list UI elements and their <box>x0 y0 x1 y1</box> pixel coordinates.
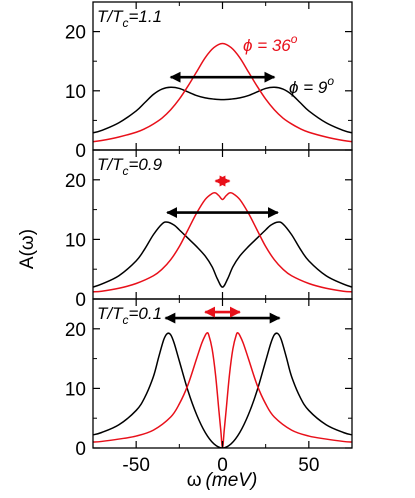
panels: 0 10 20 T/Tc=1.1 0 10 20 T/Tc=0.9 0 10 20 -50 0 50 T/T… <box>65 1 353 476</box>
y-tick-label: 10 <box>65 230 86 251</box>
y-axis-title: A(ω) <box>17 229 38 269</box>
x-axis-title: ω (meV) <box>187 470 258 491</box>
series-line-phi9 <box>93 221 352 288</box>
series-line-phi9 <box>93 86 352 134</box>
series-line-phi9 <box>93 332 352 448</box>
panel-3: 0 10 20 -50 0 50 T/Tc=0.1 <box>65 298 353 476</box>
panel-1: 0 10 20 T/Tc=1.1 <box>65 1 353 162</box>
panel-2: 0 10 20 T/Tc=0.9 <box>65 149 353 311</box>
y-tick-label: 10 <box>65 379 86 400</box>
y-tick-label: 0 <box>75 290 86 311</box>
series-line-phi36 <box>93 332 352 448</box>
panel-label: T/Tc=0.9 <box>97 155 163 178</box>
series-line-phi36 <box>93 191 352 293</box>
panel-label: T/Tc=0.1 <box>97 304 162 327</box>
legend-phi36: ϕ = 36o <box>243 32 298 55</box>
x-tick-label: 50 <box>298 455 319 476</box>
x-tick-label: -50 <box>122 455 149 476</box>
y-tick-label: 20 <box>65 23 86 44</box>
y-tick-label: 20 <box>65 171 86 192</box>
y-tick-label: 0 <box>75 439 86 460</box>
series-line-phi36 <box>93 42 352 143</box>
y-tick-label: 20 <box>65 320 86 341</box>
x-tick-label: 0 <box>217 455 228 476</box>
panel-label: T/Tc=1.1 <box>97 7 162 30</box>
y-tick-label: 10 <box>65 82 86 103</box>
legend-phi9: ϕ = 9o <box>289 74 334 97</box>
y-tick-label: 0 <box>75 141 86 162</box>
